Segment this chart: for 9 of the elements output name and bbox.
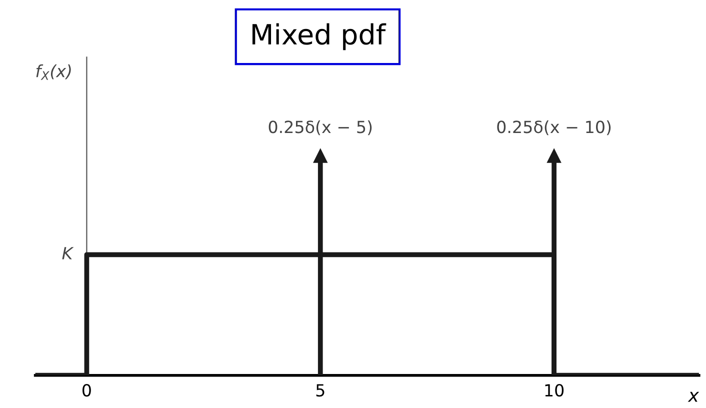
annotation: 0.25δ(x − 5) [268,120,372,136]
x-axis-title: x [688,392,700,402]
annotation: 0.25δ(x − 10) [497,120,611,136]
x-tick-label: 5 [316,384,324,397]
annotation: K [62,247,74,260]
x-tick-label: 10 [545,384,564,397]
chart-title: Mixed pdf [252,23,386,50]
y-axis-title: f$_{X}$(x) [36,64,71,80]
x-tick-label: 0 [82,384,91,397]
